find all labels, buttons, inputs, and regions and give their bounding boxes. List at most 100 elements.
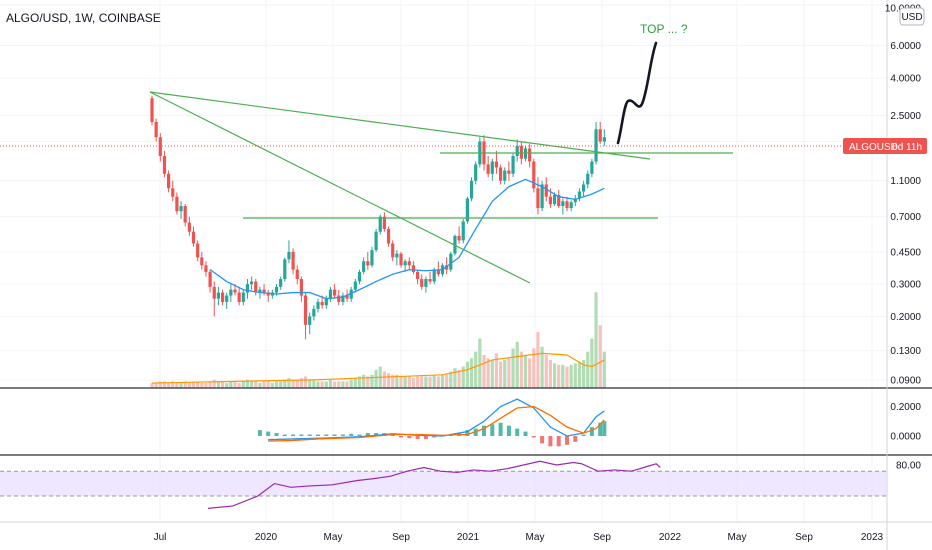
volume-bar-1 bbox=[154, 383, 158, 388]
candle-body-97 bbox=[552, 194, 557, 205]
volume-bar-100 bbox=[565, 366, 569, 388]
candle-body-18 bbox=[225, 295, 229, 302]
volume-bar-109 bbox=[602, 351, 606, 388]
volume-bar-69 bbox=[436, 376, 440, 388]
grid bbox=[0, 0, 887, 522]
price-tick-label: 0.4500 bbox=[890, 247, 921, 258]
candle-body-16 bbox=[216, 292, 220, 299]
volume-bar-11 bbox=[196, 381, 200, 388]
candle-body-47 bbox=[345, 295, 349, 299]
candle-body-4 bbox=[167, 173, 171, 189]
volume-bar-92 bbox=[532, 348, 536, 388]
volume-bar-17 bbox=[220, 381, 225, 388]
volume-bar-18 bbox=[225, 383, 229, 388]
candle-body-102 bbox=[573, 198, 577, 203]
candle-body-81 bbox=[486, 164, 490, 174]
time-tick-label: May bbox=[526, 532, 545, 543]
macd-hist-bar-7 bbox=[316, 434, 320, 436]
volume-bar-54 bbox=[374, 369, 378, 388]
volume-bar-42 bbox=[324, 381, 328, 388]
price-tick-label: 0.2000 bbox=[890, 312, 921, 323]
candle-body-75 bbox=[461, 221, 465, 241]
candle-body-7 bbox=[179, 206, 183, 212]
price-tick-label: 1.1000 bbox=[890, 176, 921, 187]
volume-bar-64 bbox=[416, 376, 420, 388]
macd-hist-bar-21 bbox=[432, 436, 437, 438]
candle-body-40 bbox=[316, 301, 320, 309]
macd-tick-label: 0.0000 bbox=[890, 432, 921, 443]
volume-bar-81 bbox=[486, 358, 490, 388]
candlesticks bbox=[150, 95, 606, 340]
volume-bar-70 bbox=[440, 374, 445, 388]
volume-bar-14 bbox=[208, 381, 212, 388]
volume-bar-26 bbox=[258, 383, 262, 388]
price-tick-label: 0.3000 bbox=[890, 280, 921, 291]
candle-body-55 bbox=[378, 216, 382, 232]
volume-bar-25 bbox=[254, 381, 258, 388]
candle-body-45 bbox=[337, 295, 341, 302]
macd-line bbox=[268, 398, 605, 441]
macd-hist-bar-32 bbox=[523, 431, 528, 436]
candle-body-59 bbox=[395, 253, 399, 258]
macd-hist-bar-1 bbox=[266, 431, 271, 436]
time-axis[interactable]: Jul 2020 May Sep 2021 May Sep 2022 May Sep 2023 bbox=[0, 521, 932, 543]
time-tick-label: 2021 bbox=[457, 532, 480, 543]
macd-hist-bar-13 bbox=[365, 433, 370, 436]
volume-bar-84 bbox=[499, 361, 503, 388]
candle-body-93 bbox=[536, 188, 540, 209]
candle-body-35 bbox=[295, 269, 299, 280]
volume-bar-103 bbox=[577, 361, 582, 388]
volume-bar-82 bbox=[490, 359, 494, 388]
candle-body-105 bbox=[586, 173, 590, 185]
currency-unit-badge[interactable]: USD bbox=[899, 7, 925, 26]
volume-bar-76 bbox=[465, 361, 469, 388]
volume-bar-68 bbox=[432, 374, 436, 388]
volume-bar-2 bbox=[158, 381, 162, 388]
macd-hist-bar-16 bbox=[390, 434, 395, 436]
price-tag: ALGOUSD 6d 11h bbox=[843, 138, 927, 154]
candle-body-65 bbox=[420, 279, 424, 287]
time-tick-label: Sep bbox=[392, 532, 410, 543]
price-tick-label: 0.1300 bbox=[890, 346, 921, 357]
volume-bar-24 bbox=[250, 381, 254, 388]
candle-body-106 bbox=[590, 161, 594, 174]
candle-body-46 bbox=[341, 295, 345, 302]
volume-bar-44 bbox=[333, 381, 337, 388]
candle-body-64 bbox=[416, 271, 420, 280]
macd-hist-bar-2 bbox=[274, 433, 279, 436]
volume-bar-5 bbox=[171, 381, 175, 388]
candle-body-87 bbox=[511, 156, 515, 174]
volume-bar-47 bbox=[345, 381, 349, 388]
candle-body-92 bbox=[532, 161, 536, 189]
macd-hist-bar-19 bbox=[415, 436, 420, 439]
candle-body-12 bbox=[200, 257, 204, 266]
macd-hist-bar-30 bbox=[506, 425, 511, 436]
price-tag-countdown: 6d 11h bbox=[892, 142, 922, 153]
volume-bars bbox=[150, 292, 606, 388]
price-tag-background bbox=[843, 138, 927, 154]
volume-bar-21 bbox=[237, 383, 241, 388]
candle-body-3 bbox=[162, 156, 167, 174]
macd-hist-bar-9 bbox=[332, 434, 337, 436]
volume-bar-105 bbox=[586, 351, 590, 388]
top-annotation: TOP ... ? bbox=[640, 22, 688, 36]
macd-hist-bar-0 bbox=[257, 430, 262, 436]
volume-bar-32 bbox=[283, 379, 287, 388]
candle-body-28 bbox=[266, 292, 270, 296]
candle-body-10 bbox=[191, 231, 196, 244]
macd-hist-bar-27 bbox=[482, 425, 486, 436]
volume-bar-22 bbox=[241, 381, 245, 388]
candle-body-5 bbox=[171, 188, 175, 197]
time-tick-label: May bbox=[324, 532, 343, 543]
macd-hist-bar-20 bbox=[423, 436, 428, 439]
candle-body-109 bbox=[602, 137, 606, 142]
candle-body-53 bbox=[370, 250, 374, 266]
candle-body-89 bbox=[519, 146, 523, 159]
volume-bar-85 bbox=[503, 359, 507, 388]
volume-bar-48 bbox=[349, 379, 353, 388]
candle-body-74 bbox=[457, 235, 461, 241]
candle-body-78 bbox=[474, 164, 478, 181]
volume-bar-4 bbox=[167, 383, 171, 388]
rsi-pane bbox=[0, 460, 887, 509]
